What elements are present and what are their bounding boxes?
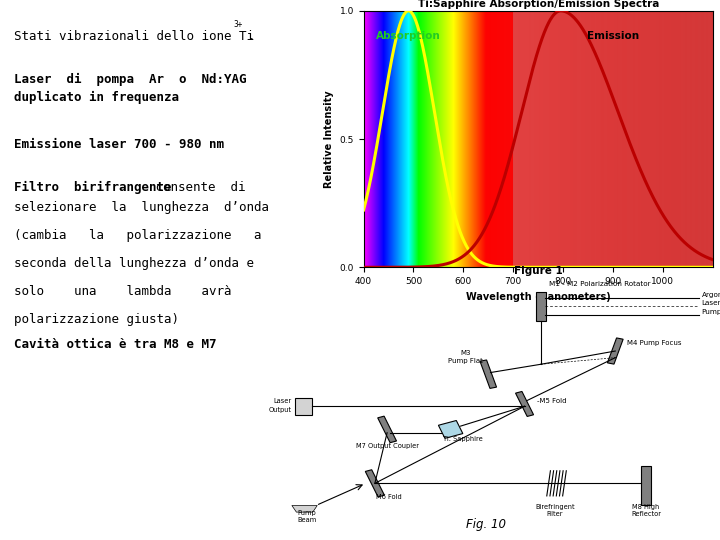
Text: Argon: Argon <box>701 292 720 298</box>
Text: Ti: Sapphire: Ti: Sapphire <box>444 436 483 442</box>
Text: -M5 Fold: -M5 Fold <box>537 398 567 404</box>
Text: Birefringent: Birefringent <box>535 504 575 510</box>
Polygon shape <box>378 416 397 443</box>
X-axis label: Wavelength (Nanometers): Wavelength (Nanometers) <box>466 292 611 301</box>
Text: (cambia   la   polarizzazione   a: (cambia la polarizzazione a <box>14 229 262 242</box>
Bar <box>294 397 312 415</box>
Text: solo    una    lambda    avrà: solo una lambda avrà <box>14 285 232 298</box>
Text: Pump: Pump <box>297 510 316 516</box>
Text: Pump: Pump <box>701 309 720 315</box>
Text: Laser: Laser <box>274 398 292 404</box>
Text: Reflector: Reflector <box>631 511 661 517</box>
Polygon shape <box>480 360 497 388</box>
Text: M1 - M2 Polarization Rotator: M1 - M2 Polarization Rotator <box>549 281 650 287</box>
Y-axis label: Relative Intensity: Relative Intensity <box>324 90 334 188</box>
Text: M6 Fold: M6 Fold <box>376 494 401 500</box>
Polygon shape <box>608 338 623 364</box>
Polygon shape <box>438 421 463 438</box>
Polygon shape <box>365 470 384 497</box>
Text: M7 Output Coupler: M7 Output Coupler <box>356 443 418 449</box>
Text: consente  di: consente di <box>148 181 245 194</box>
Text: Absorption: Absorption <box>376 31 441 42</box>
Text: 3+: 3+ <box>233 20 243 29</box>
Text: Laser  di  pompa  Ar  o  Nd:YAG
duplicato in frequenza: Laser di pompa Ar o Nd:YAG duplicato in … <box>14 73 247 104</box>
Text: seconda della lunghezza d’onda e: seconda della lunghezza d’onda e <box>14 257 254 270</box>
Text: Pump Flat: Pump Flat <box>448 358 483 365</box>
Polygon shape <box>292 505 318 512</box>
Text: Laser: Laser <box>701 300 720 306</box>
Text: Stati vibrazionali dello ione Ti: Stati vibrazionali dello ione Ti <box>14 30 254 43</box>
Text: M3: M3 <box>460 350 471 356</box>
Bar <box>641 467 651 505</box>
Text: polarizzazione giusta): polarizzazione giusta) <box>14 313 179 326</box>
Text: Output: Output <box>269 407 292 413</box>
Text: Filtro  birifrangente: Filtro birifrangente <box>14 181 172 194</box>
Bar <box>536 292 546 321</box>
Text: Fig. 10: Fig. 10 <box>466 518 506 531</box>
Text: Emission: Emission <box>587 31 639 42</box>
Text: Figure 1: Figure 1 <box>514 266 563 276</box>
Text: Cavità ottica è tra M8 e M7: Cavità ottica è tra M8 e M7 <box>14 338 217 350</box>
Title: Ti:Sapphire Absorption/Emission Spectra: Ti:Sapphire Absorption/Emission Spectra <box>418 0 659 9</box>
Text: Filter: Filter <box>546 511 563 517</box>
Text: Beam: Beam <box>297 517 317 523</box>
Text: M8 High: M8 High <box>632 504 660 510</box>
Text: M4 Pump Focus: M4 Pump Focus <box>626 340 681 347</box>
Text: selezionare  la  lunghezza  d’onda: selezionare la lunghezza d’onda <box>14 201 269 214</box>
Text: Emissione laser 700 - 980 nm: Emissione laser 700 - 980 nm <box>14 138 225 151</box>
Polygon shape <box>516 392 534 416</box>
Text: .: . <box>248 30 255 43</box>
